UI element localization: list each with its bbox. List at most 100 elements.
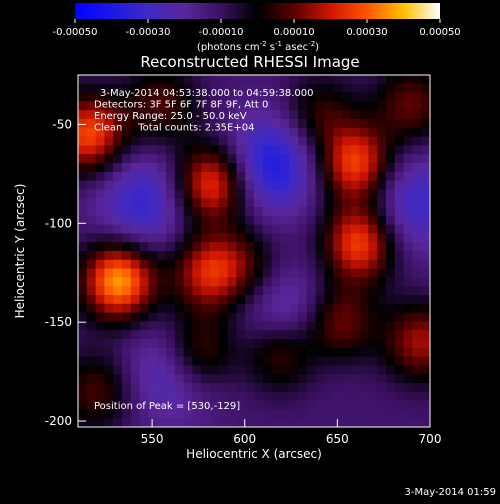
heatmap-cell — [421, 356, 431, 366]
heatmap-cell — [210, 268, 220, 278]
heatmap-cell — [86, 233, 96, 243]
heatmap-cell — [386, 400, 396, 410]
heatmap-cell — [324, 242, 334, 252]
heatmap-cell — [271, 268, 281, 278]
heatmap-cell — [403, 356, 413, 366]
heatmap-cell — [394, 189, 404, 199]
heatmap-cell — [254, 259, 264, 269]
heatmap-cell — [192, 268, 202, 278]
heatmap-cell — [86, 303, 96, 313]
heatmap-cell — [122, 207, 132, 217]
heatmap-cell — [403, 119, 413, 129]
heatmap-cell — [174, 391, 184, 401]
heatmap-cell — [359, 383, 369, 393]
heatmap-cell — [421, 101, 431, 111]
heatmap-cell — [139, 391, 149, 401]
y-tick-label: -50 — [52, 117, 72, 131]
heatmap-cell — [324, 171, 334, 181]
heatmap-cell — [271, 198, 281, 208]
heatmap-cell — [78, 330, 88, 340]
heatmap-cell — [289, 374, 299, 384]
heatmap-cell — [201, 418, 211, 428]
heatmap-cell — [122, 321, 132, 331]
heatmap-cell — [157, 268, 167, 278]
heatmap-cell — [280, 180, 290, 190]
heatmap-cell — [166, 418, 176, 428]
heatmap-cell — [130, 356, 140, 366]
heatmap-cell — [218, 75, 228, 85]
heatmap-cell — [386, 92, 396, 102]
heatmap-cell — [104, 321, 114, 331]
heatmap-cell — [350, 339, 360, 349]
heatmap-cell — [192, 303, 202, 313]
heatmap-cell — [298, 277, 308, 287]
heatmap-cell — [280, 207, 290, 217]
heatmap-cell — [394, 286, 404, 296]
heatmap-cell — [254, 312, 264, 322]
heatmap-cell — [394, 277, 404, 287]
heatmap-cell — [157, 277, 167, 287]
heatmap-cell — [298, 189, 308, 199]
heatmap-cell — [183, 163, 193, 173]
heatmap-cell — [298, 110, 308, 120]
heatmap-cell — [350, 154, 360, 164]
heatmap-cell — [78, 259, 88, 269]
heatmap-cell — [271, 418, 281, 428]
heatmap-cell — [236, 383, 246, 393]
heatmap-cell — [104, 356, 114, 366]
heatmap-cell — [298, 154, 308, 164]
heatmap-cell — [421, 224, 431, 234]
heatmap-cell — [192, 347, 202, 357]
heatmap-cell — [289, 409, 299, 419]
heatmap-cell — [403, 321, 413, 331]
heatmap-cell — [254, 330, 264, 340]
heatmap-cell — [148, 119, 158, 129]
heatmap-cell — [218, 259, 228, 269]
heatmap-cell — [236, 180, 246, 190]
heatmap-cell — [359, 400, 369, 410]
heatmap-cell — [403, 242, 413, 252]
heatmap-cell — [86, 198, 96, 208]
heatmap-cell — [174, 383, 184, 393]
heatmap-cell — [113, 163, 123, 173]
heatmap-cell — [280, 330, 290, 340]
heatmap-cell — [386, 347, 396, 357]
heatmap-cell — [324, 330, 334, 340]
heatmap-cell — [113, 418, 123, 428]
heatmap-cell — [139, 145, 149, 155]
heatmap-cell — [157, 330, 167, 340]
heatmap-cell — [104, 198, 114, 208]
heatmap-cell — [386, 259, 396, 269]
heatmap-cell — [130, 286, 140, 296]
heatmap-cell — [254, 233, 264, 243]
heatmap-cell — [166, 303, 176, 313]
heatmap-cell — [262, 356, 272, 366]
heatmap-cell — [359, 207, 369, 217]
heatmap-cell — [289, 268, 299, 278]
heatmap-cell — [289, 215, 299, 225]
heatmap-cell — [280, 224, 290, 234]
heatmap-cell — [306, 339, 316, 349]
heatmap-cell — [210, 277, 220, 287]
heatmap-cell — [359, 374, 369, 384]
heatmap-cell — [254, 154, 264, 164]
heatmap-cell — [86, 224, 96, 234]
heatmap-cell — [78, 233, 88, 243]
heatmap-cell — [280, 92, 290, 102]
heatmap-cell — [236, 259, 246, 269]
heatmap-cell — [368, 207, 378, 217]
heatmap-cell — [386, 251, 396, 261]
heatmap-cell — [166, 127, 176, 137]
colorbar-tick-label: -0.00010 — [199, 27, 244, 38]
heatmap-cell — [78, 391, 88, 401]
heatmap-cell — [394, 347, 404, 357]
heatmap-cell — [342, 312, 352, 322]
heatmap-cell — [174, 224, 184, 234]
heatmap-cell — [403, 83, 413, 93]
heatmap-cell — [289, 154, 299, 164]
heatmap-cell — [86, 215, 96, 225]
heatmap-cell — [245, 75, 255, 85]
heatmap-cell — [236, 145, 246, 155]
heatmap-cell — [227, 391, 237, 401]
heatmap-cell — [333, 92, 343, 102]
